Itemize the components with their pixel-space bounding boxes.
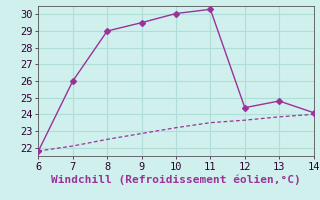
X-axis label: Windchill (Refroidissement éolien,°C): Windchill (Refroidissement éolien,°C) xyxy=(51,174,301,185)
